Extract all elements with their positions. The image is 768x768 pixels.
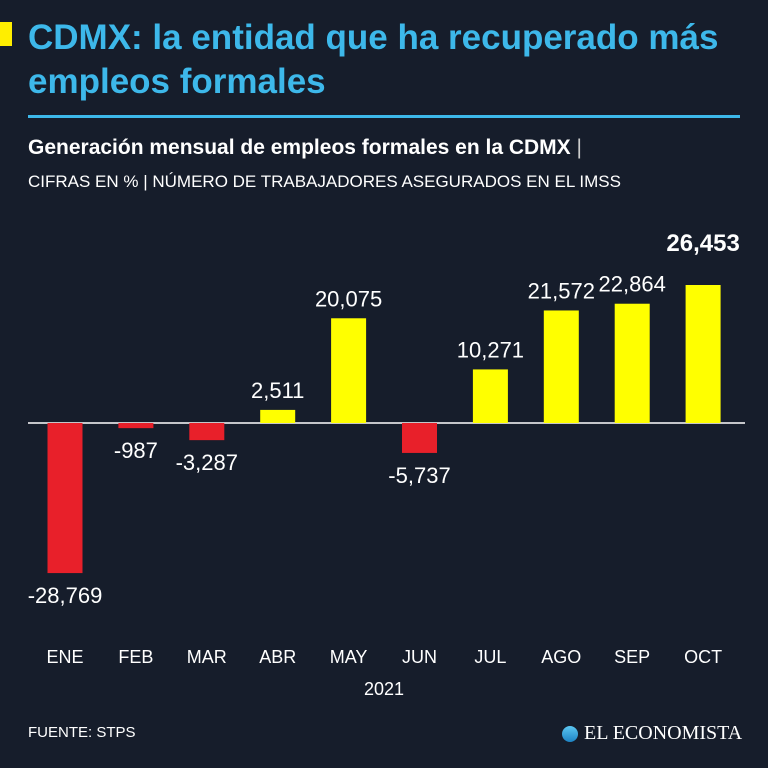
bar-abr	[260, 409, 296, 423]
bar-jul	[472, 369, 508, 423]
bar-oct	[685, 285, 721, 423]
x-tick-jul: JUL	[474, 647, 506, 667]
bar-ago	[543, 310, 579, 423]
data-label-ago: 21,572	[528, 278, 595, 303]
logo-text: EL ECONOMISTA	[584, 722, 743, 744]
globe-icon	[562, 725, 578, 742]
bar-mar	[189, 423, 225, 441]
data-label-oct: 26,453	[666, 230, 739, 257]
bar-sep	[614, 303, 650, 423]
subtitle-text: Generación mensual de empleos formales e…	[28, 136, 571, 159]
x-tick-mar: MAR	[187, 647, 227, 667]
x-tick-ene: ENE	[46, 647, 83, 667]
title-divider	[28, 115, 740, 118]
data-label-ene: -28,769	[28, 583, 103, 608]
bar-may	[331, 318, 367, 423]
x-tick-abr: ABR	[259, 647, 296, 667]
units-note: CIFRAS EN % | NÚMERO DE TRABAJADORES ASE…	[28, 172, 621, 191]
x-axis-label: 2021	[364, 679, 404, 699]
chart-title: CDMX: la entidad que ha recuperado más e…	[28, 18, 719, 101]
subtitle-separator: |	[576, 136, 582, 159]
data-label-feb: -987	[114, 438, 158, 463]
source-note: FUENTE: STPS	[28, 724, 136, 741]
x-tick-ago: AGO	[541, 647, 581, 667]
x-tick-jun: JUN	[402, 647, 437, 667]
title-marker	[0, 22, 12, 46]
x-tick-sep: SEP	[614, 647, 650, 667]
data-label-mar: -3,287	[176, 450, 238, 475]
x-tick-oct: OCT	[684, 647, 722, 667]
bar-ene	[47, 423, 83, 574]
bar-jun	[402, 423, 437, 453]
bar-feb	[118, 423, 154, 429]
data-label-jun: -5,737	[388, 463, 450, 488]
data-label-jul: 10,271	[457, 337, 524, 362]
x-tick-may: MAY	[330, 647, 368, 667]
data-label-sep: 22,864	[599, 272, 666, 297]
x-tick-feb: FEB	[118, 647, 153, 667]
data-label-abr: 2,511	[251, 378, 304, 403]
data-label-may: 20,075	[315, 286, 382, 311]
chart-subtitle: Generación mensual de empleos formales e…	[28, 136, 582, 160]
publisher-logo: EL ECONOMISTA	[562, 722, 742, 745]
